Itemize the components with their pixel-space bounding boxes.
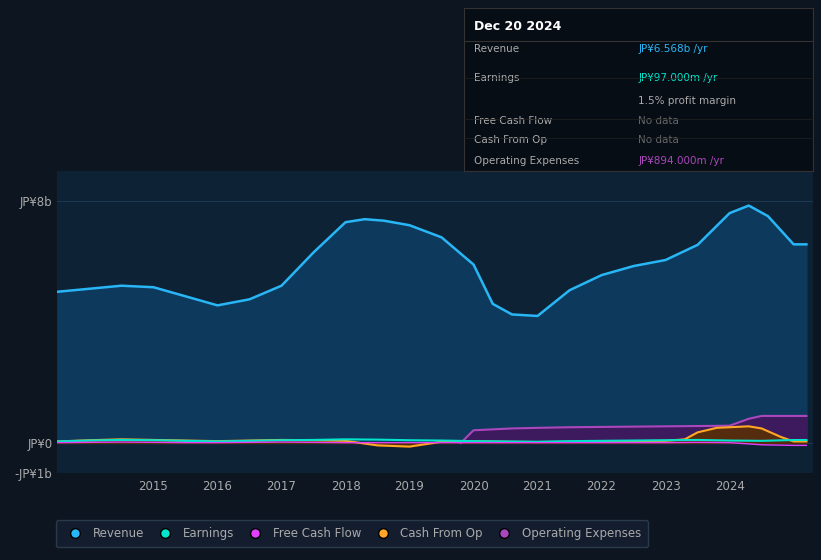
Text: JP¥6.568b /yr: JP¥6.568b /yr — [639, 44, 708, 54]
Text: JP¥894.000m /yr: JP¥894.000m /yr — [639, 156, 724, 166]
Text: Operating Expenses: Operating Expenses — [475, 156, 580, 166]
Text: No data: No data — [639, 135, 679, 145]
Text: Cash From Op: Cash From Op — [475, 135, 548, 145]
Legend: Revenue, Earnings, Free Cash Flow, Cash From Op, Operating Expenses: Revenue, Earnings, Free Cash Flow, Cash … — [56, 520, 649, 548]
Text: Earnings: Earnings — [475, 73, 520, 83]
Text: JP¥97.000m /yr: JP¥97.000m /yr — [639, 73, 718, 83]
Text: No data: No data — [639, 115, 679, 125]
Text: Revenue: Revenue — [475, 44, 520, 54]
Text: Dec 20 2024: Dec 20 2024 — [475, 20, 562, 33]
Text: Free Cash Flow: Free Cash Flow — [475, 115, 553, 125]
Text: 1.5% profit margin: 1.5% profit margin — [639, 96, 736, 106]
